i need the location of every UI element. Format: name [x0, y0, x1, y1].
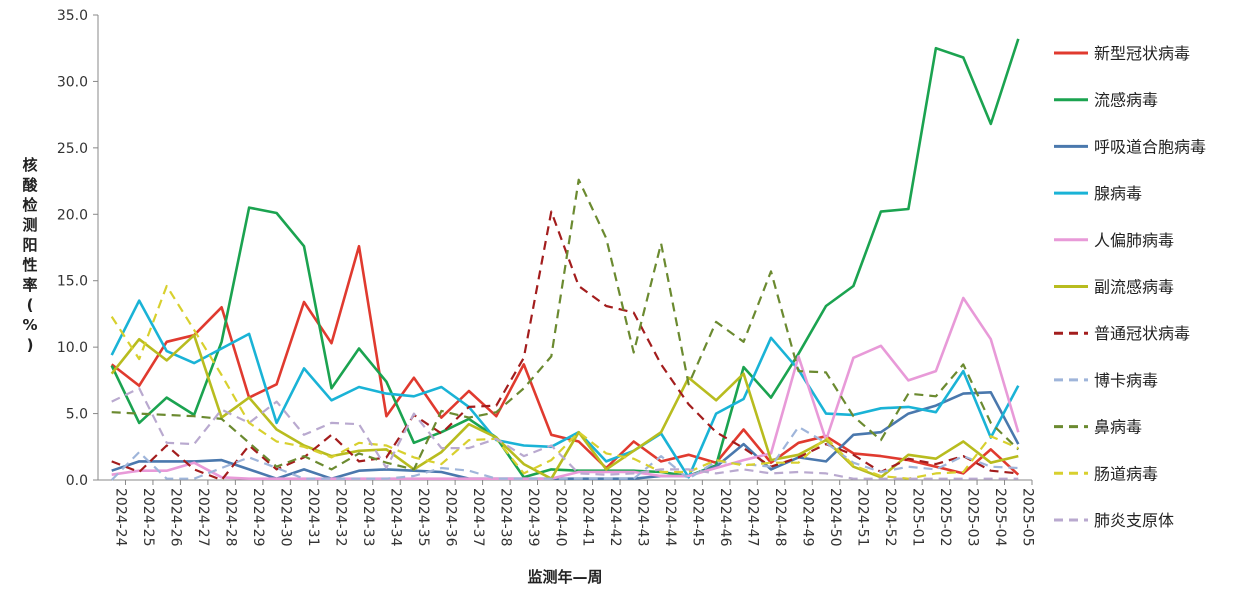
x-tick-label: 2025-02: [937, 488, 953, 547]
x-tick-label: 2024-38: [497, 488, 513, 547]
x-tick-label: 2024-50: [827, 488, 843, 547]
series-line-10: [111, 387, 1019, 480]
y-tick-label: 10.0: [57, 340, 88, 356]
legend-label: 呼吸道合胞病毒: [1094, 137, 1206, 156]
legend-label: 人偏肺病毒: [1094, 231, 1174, 250]
y-tick-labels: 0.0 5.0 10.0 15.0 20.0 25.0 30.0 35.0: [57, 8, 88, 489]
x-tick-label: 2024-45: [690, 488, 706, 547]
x-tick-label: 2025-03: [964, 488, 980, 546]
y-tick-label: 30.0: [57, 74, 88, 90]
y-tick-label: 20.0: [57, 207, 88, 223]
legend-label: 腺病毒: [1094, 184, 1142, 203]
legend-label: 副流感病毒: [1094, 278, 1174, 297]
y-tick-label: 35.0: [57, 8, 88, 24]
x-tick-label: 2024-40: [552, 488, 568, 547]
x-tick-label: 2025-01: [909, 488, 925, 547]
x-tick-label: 2024-30: [278, 488, 294, 547]
x-tick-labels: 2024-24 2024-25 2024-26 2024-27 2024-28 2024-…: [113, 488, 1036, 547]
series-line-3: [110, 299, 1020, 479]
x-tick-label: 2024-41: [580, 488, 596, 547]
series-line-9: [110, 284, 1019, 480]
x-tick-label: 2024-46: [717, 488, 733, 547]
series-line-4: [111, 296, 1020, 481]
x-tick-label: 2024-26: [168, 488, 184, 547]
legend-label: 普通冠状病毒: [1094, 324, 1190, 343]
x-tick-label: 2024-39: [525, 488, 541, 547]
x-tick-label: 2024-43: [635, 488, 651, 547]
x-tick-label: 2024-48: [772, 488, 788, 547]
legend-label: 新型冠状病毒: [1094, 44, 1190, 63]
series-line-8: [111, 178, 1020, 471]
axes: [93, 14, 1033, 485]
legend-label: 肠道病毒: [1094, 464, 1158, 483]
y-tick-label: 25.0: [57, 141, 88, 157]
x-tick-label: 2024-29: [250, 488, 266, 547]
x-tick-label: 2024-25: [140, 488, 156, 547]
x-tick-label: 2024-27: [195, 488, 211, 547]
series-line-6: [111, 210, 1019, 482]
series-line-2: [111, 390, 1020, 481]
x-tick-label: 2024-28: [223, 488, 239, 547]
series-line-7: [110, 425, 1019, 481]
y-tick-label: 15.0: [57, 274, 88, 290]
x-tick-label: 2024-31: [305, 488, 321, 547]
series-line-1: [110, 38, 1020, 479]
x-tick-label: 2024-36: [442, 488, 458, 547]
x-tick-label: 2024-35: [415, 488, 431, 547]
x-tick-label: 2025-05: [1019, 488, 1035, 546]
x-tick-label: 2024-37: [470, 488, 486, 547]
x-tick-label: 2024-32: [333, 488, 349, 547]
y-tick-label: 5.0: [66, 407, 88, 423]
legend-label: 流感病毒: [1094, 91, 1158, 110]
legend-label: 鼻病毒: [1094, 418, 1142, 437]
x-tick-label: 2024-42: [607, 488, 623, 547]
legend: 新型冠状病毒流感病毒呼吸道合胞病毒腺病毒人偏肺病毒副流感病毒普通冠状病毒博卡病毒…: [1054, 44, 1206, 530]
x-tick-label: 2024-52: [882, 488, 898, 547]
x-axis-label: 监测年—周: [527, 568, 602, 586]
series-lines: [110, 38, 1020, 482]
x-tick-label: 2024-49: [800, 488, 816, 547]
x-tick-label: 2024-51: [854, 488, 870, 547]
legend-label: 肺炎支原体: [1094, 511, 1174, 530]
legend-label: 博卡病毒: [1094, 371, 1158, 390]
x-tick-label: 2024-47: [745, 488, 761, 547]
x-tick-label: 2024-34: [387, 488, 403, 547]
y-axis-label: 核酸检测阳性率(%): [22, 156, 38, 354]
x-tick-label: 2024-44: [662, 488, 678, 547]
x-tick-label: 2024-24: [113, 488, 129, 547]
x-tick-label: 2024-33: [360, 488, 376, 547]
y-tick-label: 0.0: [66, 473, 88, 489]
x-tick-label: 2025-04: [992, 488, 1008, 547]
